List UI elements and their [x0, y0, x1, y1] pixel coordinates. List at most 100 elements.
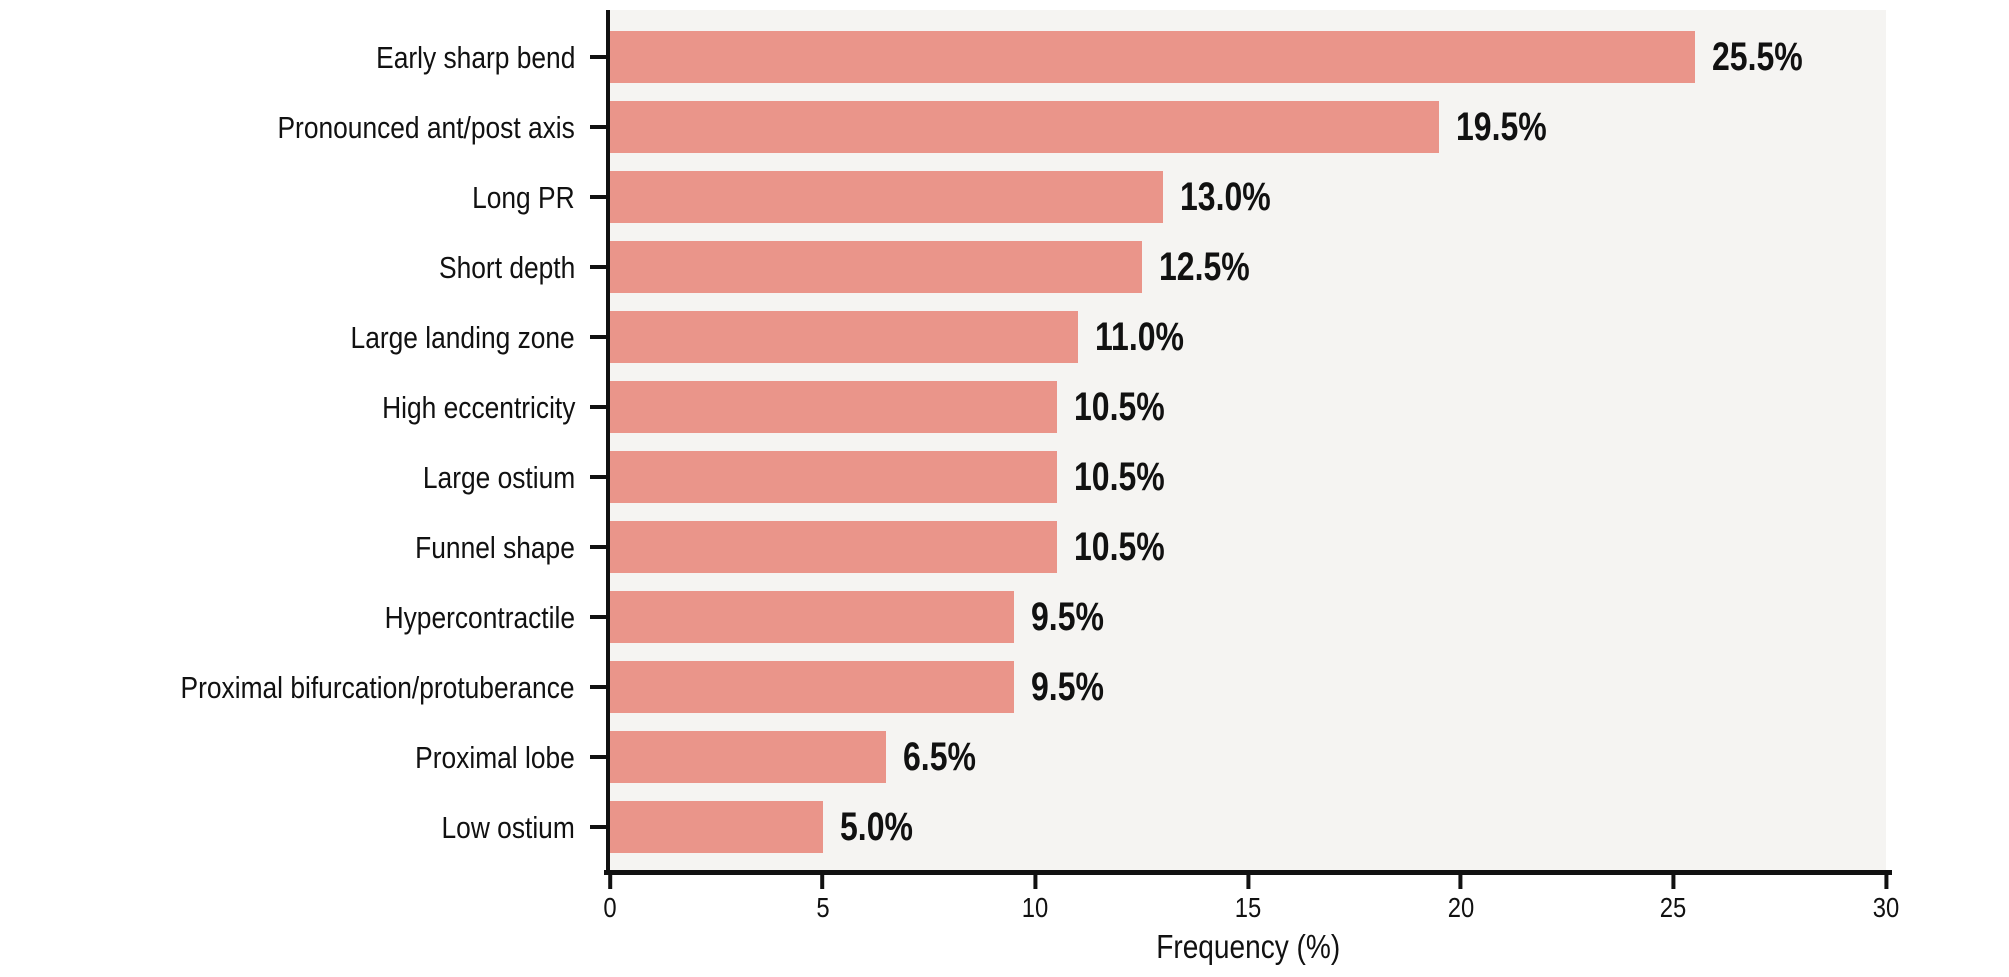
value-label-text: 5.0%: [839, 805, 913, 849]
category-label-text: High eccentricity: [381, 389, 575, 425]
bar: [610, 521, 1057, 573]
category-label-text: Long PR: [472, 179, 575, 215]
x-axis-title: Frequency (%): [610, 930, 1886, 963]
x-tick: 10: [1020, 875, 1051, 922]
category-label-text: Proximal lobe: [415, 739, 575, 775]
x-tick-label-text: 5: [816, 892, 830, 923]
x-tick: 25: [1658, 875, 1689, 922]
bar: [610, 661, 1015, 713]
value-label-text: 11.0%: [1094, 315, 1184, 359]
x-tick-label-text: 20: [1447, 892, 1474, 923]
value-label-text: 13.0%: [1179, 175, 1271, 219]
x-tick-label: 30: [1870, 894, 1901, 922]
category-label: Low ostium: [0, 812, 590, 843]
category-label: Proximal lobe: [0, 742, 590, 773]
bar-area: 6.5%: [610, 722, 1886, 792]
x-axis-title-text: Frequency (%): [1156, 928, 1340, 965]
value-label-text: 9.5%: [1031, 595, 1104, 639]
category-label-text: Low ostium: [441, 809, 575, 845]
x-tick: 0: [602, 875, 618, 922]
x-tick-label: 0: [602, 894, 618, 922]
bar-area: 9.5%: [610, 582, 1886, 652]
bar: [610, 101, 1440, 153]
x-tick-mark: [1884, 875, 1888, 889]
x-tick-mark: [1671, 875, 1676, 889]
x-tick-label: 10: [1020, 894, 1051, 922]
x-tick-label: 25: [1658, 894, 1689, 922]
bar-area: 10.5%: [610, 442, 1886, 512]
category-label-text: Proximal bifurcation/protuberance: [180, 669, 575, 705]
value-label-text: 19.5%: [1456, 105, 1548, 149]
value-label: 5.0%: [840, 807, 931, 847]
value-label-text: 12.5%: [1158, 245, 1250, 289]
x-tick-label: 5: [815, 894, 831, 922]
category-tick-mark: [590, 755, 606, 759]
x-tick-mark: [820, 875, 825, 889]
value-label-text: 10.5%: [1073, 525, 1165, 569]
value-label: 25.5%: [1712, 37, 1825, 77]
x-axis-line: [604, 870, 1892, 875]
category-tick-mark: [590, 265, 606, 269]
category-label-text: Large ostium: [422, 459, 575, 495]
category-label: Large landing zone: [0, 322, 590, 353]
bar-area: 11.0%: [610, 302, 1886, 372]
bar: [610, 381, 1057, 433]
bar: [610, 591, 1015, 643]
category-label: Hypercontractile: [0, 602, 590, 633]
bar-area: 10.5%: [610, 512, 1886, 582]
bar: [610, 731, 887, 783]
value-label: 9.5%: [1031, 667, 1122, 707]
x-tick-mark: [1033, 875, 1038, 889]
bar: [610, 241, 1142, 293]
bar: [610, 451, 1057, 503]
value-label: 10.5%: [1074, 387, 1187, 427]
category-label: Early sharp bend: [0, 42, 590, 73]
value-label: 10.5%: [1074, 457, 1187, 497]
category-tick-mark: [590, 685, 606, 689]
x-tick-mark: [607, 875, 612, 889]
bar-row: Large landing zone 11.0%: [0, 302, 1886, 372]
value-label: 11.0%: [1095, 317, 1206, 357]
category-label-text: Pronounced ant/post axis: [277, 109, 575, 145]
category-tick-mark: [590, 545, 606, 549]
bar-row: Hypercontractile 9.5%: [0, 582, 1886, 652]
x-tick: 5: [815, 875, 831, 922]
bar-row: Proximal lobe 6.5%: [0, 722, 1886, 792]
category-tick-mark: [590, 125, 606, 129]
category-label: Proximal bifurcation/protuberance: [0, 672, 590, 703]
x-tick: 20: [1445, 875, 1476, 922]
value-label-text: 10.5%: [1073, 455, 1165, 499]
bar: [610, 171, 1163, 223]
x-tick-label-text: 30: [1872, 892, 1900, 923]
x-tick: 15: [1232, 875, 1263, 922]
x-tick-label-text: 25: [1660, 892, 1687, 923]
value-label: 19.5%: [1456, 107, 1569, 147]
value-label-text: 10.5%: [1073, 385, 1165, 429]
category-tick-mark: [590, 615, 606, 619]
x-tick: 30: [1870, 875, 1901, 922]
bar: [610, 311, 1078, 363]
x-tick-label-text: 10: [1022, 892, 1049, 923]
x-tick-label-text: 15: [1234, 892, 1262, 923]
x-tick-label-text: 0: [603, 892, 617, 923]
x-tick-label: 15: [1232, 894, 1263, 922]
category-label: Funnel shape: [0, 532, 590, 563]
bar-rows: Early sharp bend 25.5% Pronounced ant/po…: [0, 10, 1886, 870]
bar-row: Short depth 12.5%: [0, 232, 1886, 302]
bar-row: Proximal bifurcation/protuberance 9.5%: [0, 652, 1886, 722]
bar-area: 25.5%: [610, 22, 1886, 92]
y-axis-line: [606, 10, 610, 875]
category-label: Long PR: [0, 182, 590, 213]
bar-area: 19.5%: [610, 92, 1886, 162]
bar-area: 9.5%: [610, 652, 1886, 722]
category-label: Short depth: [0, 252, 590, 283]
x-tick-label: 20: [1445, 894, 1476, 922]
category-tick-mark: [590, 55, 606, 59]
category-label-text: Funnel shape: [415, 529, 575, 565]
category-tick-mark: [590, 405, 606, 409]
value-label: 10.5%: [1074, 527, 1187, 567]
category-label: Large ostium: [0, 462, 590, 493]
bar-area: 10.5%: [610, 372, 1886, 442]
value-label: 12.5%: [1159, 247, 1272, 287]
